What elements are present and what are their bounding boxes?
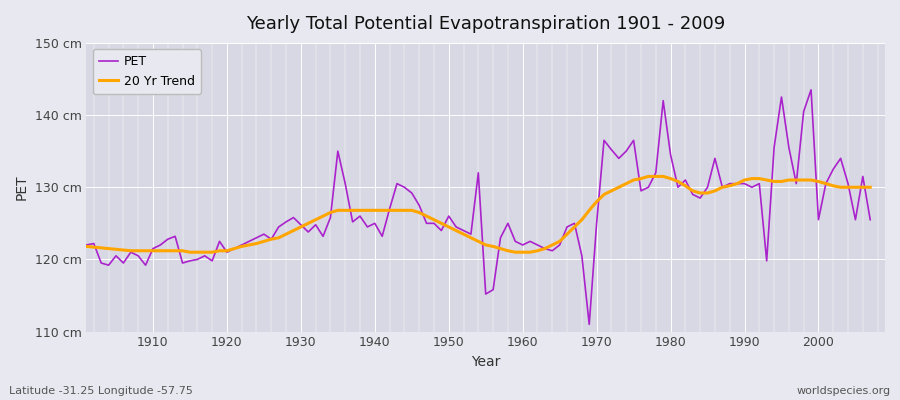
PET bbox=[81, 242, 92, 247]
PET bbox=[784, 145, 795, 150]
20 Yr Trend bbox=[184, 250, 195, 254]
20 Yr Trend bbox=[724, 183, 735, 188]
20 Yr Trend bbox=[865, 185, 876, 190]
Title: Yearly Total Potential Evapotranspiration 1901 - 2009: Yearly Total Potential Evapotranspiratio… bbox=[246, 15, 725, 33]
20 Yr Trend bbox=[81, 244, 92, 249]
Line: PET: PET bbox=[86, 90, 870, 324]
20 Yr Trend bbox=[791, 178, 802, 182]
PET bbox=[865, 217, 876, 222]
Y-axis label: PET: PET bbox=[15, 174, 29, 200]
Legend: PET, 20 Yr Trend: PET, 20 Yr Trend bbox=[93, 49, 202, 94]
PET bbox=[643, 185, 653, 190]
PET bbox=[806, 88, 816, 92]
PET bbox=[318, 234, 328, 239]
PET bbox=[828, 167, 839, 172]
PET bbox=[717, 185, 728, 190]
PET bbox=[584, 322, 595, 327]
X-axis label: Year: Year bbox=[471, 355, 500, 369]
Line: 20 Yr Trend: 20 Yr Trend bbox=[86, 176, 870, 252]
20 Yr Trend bbox=[325, 210, 336, 215]
20 Yr Trend bbox=[688, 188, 698, 193]
20 Yr Trend bbox=[643, 174, 653, 179]
20 Yr Trend bbox=[828, 183, 839, 188]
PET bbox=[680, 178, 691, 182]
Text: worldspecies.org: worldspecies.org bbox=[796, 386, 891, 396]
20 Yr Trend bbox=[651, 174, 661, 179]
Text: Latitude -31.25 Longitude -57.75: Latitude -31.25 Longitude -57.75 bbox=[9, 386, 193, 396]
